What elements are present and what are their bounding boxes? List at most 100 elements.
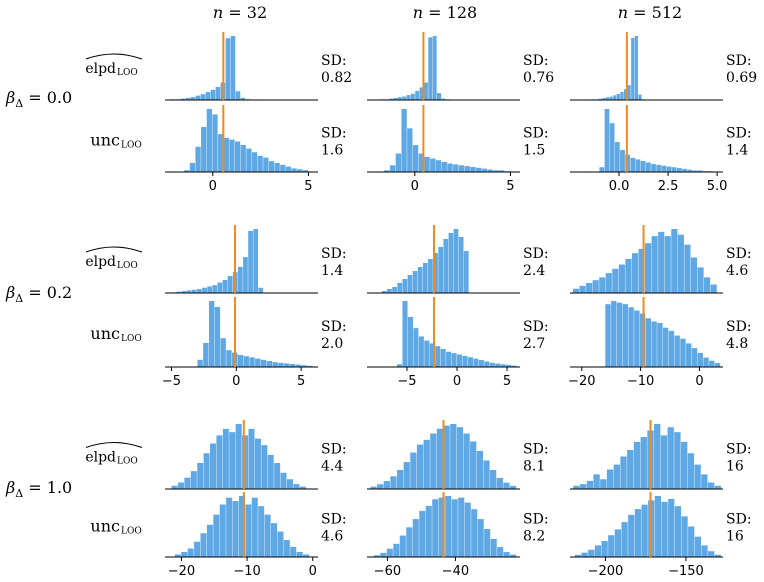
- histogram-bar: [680, 338, 686, 367]
- histogram-bar: [238, 496, 245, 557]
- histogram-bar: [661, 165, 667, 172]
- histogram-bar: [373, 555, 380, 557]
- histogram-bar: [496, 477, 503, 489]
- histogram-bar: [177, 482, 184, 489]
- histogram-bar: [462, 355, 468, 367]
- svg-text:SD:: SD:: [726, 126, 752, 142]
- histogram-bar: [671, 229, 678, 293]
- histogram-bar: [397, 97, 402, 100]
- histogram-bar: [249, 357, 255, 367]
- histogram-bar: [207, 286, 212, 293]
- histogram-bar: [418, 153, 424, 172]
- sd-label-g3-r2-c1: SD:4.6: [321, 512, 347, 545]
- histogram-bar: [289, 364, 296, 367]
- histogram-bar: [429, 343, 435, 367]
- x-tick-label: 5: [304, 179, 312, 194]
- histogram-bar: [410, 93, 415, 100]
- x-tick-label: 0: [209, 179, 217, 194]
- histogram-bar: [457, 354, 463, 367]
- histogram-bar: [301, 365, 307, 367]
- panel-g3-r1-c3: [570, 420, 723, 490]
- histogram-bar: [412, 145, 419, 172]
- histogram-bar: [245, 504, 252, 557]
- histogram-bar: [184, 170, 190, 172]
- histogram-bar: [708, 551, 715, 557]
- svg-text:SD:: SD:: [726, 512, 752, 528]
- histogram-bar: [307, 365, 313, 367]
- histogram-bar: [671, 167, 677, 172]
- histogram-bar: [291, 168, 297, 172]
- histogram-bar: [627, 85, 631, 100]
- histogram-bar: [467, 357, 473, 367]
- panel-g2-r1-c2: [367, 225, 520, 294]
- histogram-bar: [714, 554, 721, 557]
- histogram-bar: [302, 170, 309, 172]
- histogram-bar: [664, 236, 671, 293]
- histogram-bar: [498, 170, 505, 172]
- histogram-bar: [255, 358, 261, 367]
- histogram-bar: [229, 139, 235, 172]
- svg-text:SD:: SD:: [321, 246, 347, 262]
- svg-text:unc: unc: [90, 324, 120, 343]
- histogram-bar: [197, 289, 202, 293]
- histogram-bar: [620, 149, 625, 172]
- histogram-bar: [229, 432, 236, 489]
- histogram-bar: [254, 438, 261, 489]
- histogram-bar: [237, 266, 243, 293]
- histogram-bar: [588, 549, 595, 557]
- sd-label-g3-r1-c2: SD:8.1: [523, 442, 549, 475]
- histogram-bar: [267, 454, 274, 489]
- histogram-bar: [258, 287, 264, 293]
- svg-text:8.2: 8.2: [523, 529, 545, 545]
- panel-g3-r1-c1: [165, 420, 318, 490]
- histogram-bar: [206, 109, 212, 172]
- histogram-bar: [611, 301, 617, 367]
- histogram-bar: [645, 243, 652, 293]
- histogram-bar: [694, 464, 701, 489]
- sd-label-g3-r2-c3: SD:16: [726, 512, 752, 545]
- histogram-bar: [453, 229, 459, 293]
- x-tick-label: −20: [568, 374, 595, 389]
- histogram-bar: [422, 263, 428, 293]
- histogram-bar: [640, 160, 646, 172]
- x-tick-label: −60: [374, 564, 401, 579]
- histogram-bar: [450, 424, 457, 489]
- histogram-bar: [680, 441, 688, 489]
- x-tick-label: 5: [503, 374, 511, 389]
- svg-text:2.7: 2.7: [523, 336, 545, 352]
- histogram-bar: [171, 485, 178, 489]
- x-tick-label: 0: [309, 564, 317, 579]
- histogram-bar: [600, 479, 607, 489]
- histogram-bar: [277, 531, 284, 557]
- histogram-bar: [448, 233, 454, 293]
- histogram-bar: [621, 522, 628, 557]
- histogram-bar: [478, 360, 484, 367]
- histogram-bar: [397, 364, 403, 367]
- histogram-bar: [634, 36, 638, 100]
- sd-label-g1-r1-c3: SD:0.69: [726, 53, 757, 86]
- histogram-bar: [476, 167, 482, 172]
- histogram-bar: [272, 362, 278, 367]
- histogram-bar: [402, 279, 408, 293]
- histogram-bar: [418, 336, 424, 367]
- sd-label-g2-r2-c1: SD:2.0: [321, 319, 347, 352]
- histogram-bar: [190, 471, 197, 489]
- svg-text:SD:: SD:: [321, 126, 347, 142]
- histogram-bar: [463, 251, 469, 293]
- x-tick-label: 5.0: [707, 179, 728, 194]
- panel-g1-r1-c1: [165, 32, 318, 101]
- histogram-bar: [500, 364, 506, 367]
- histogram-bar: [623, 89, 628, 100]
- histogram-bar: [703, 357, 709, 367]
- histogram-bar: [625, 258, 632, 293]
- histogram-bar: [605, 304, 611, 367]
- histogram-bar: [226, 497, 233, 557]
- histogram-bar: [392, 287, 397, 293]
- svg-text:8.1: 8.1: [523, 459, 545, 475]
- histogram-bar: [290, 546, 297, 557]
- histogram-bar: [484, 361, 490, 367]
- histogram-bar: [274, 463, 281, 489]
- x-tick-label: −20: [168, 564, 195, 579]
- histogram-bar: [631, 253, 639, 293]
- x-tick-label: 0: [232, 374, 240, 389]
